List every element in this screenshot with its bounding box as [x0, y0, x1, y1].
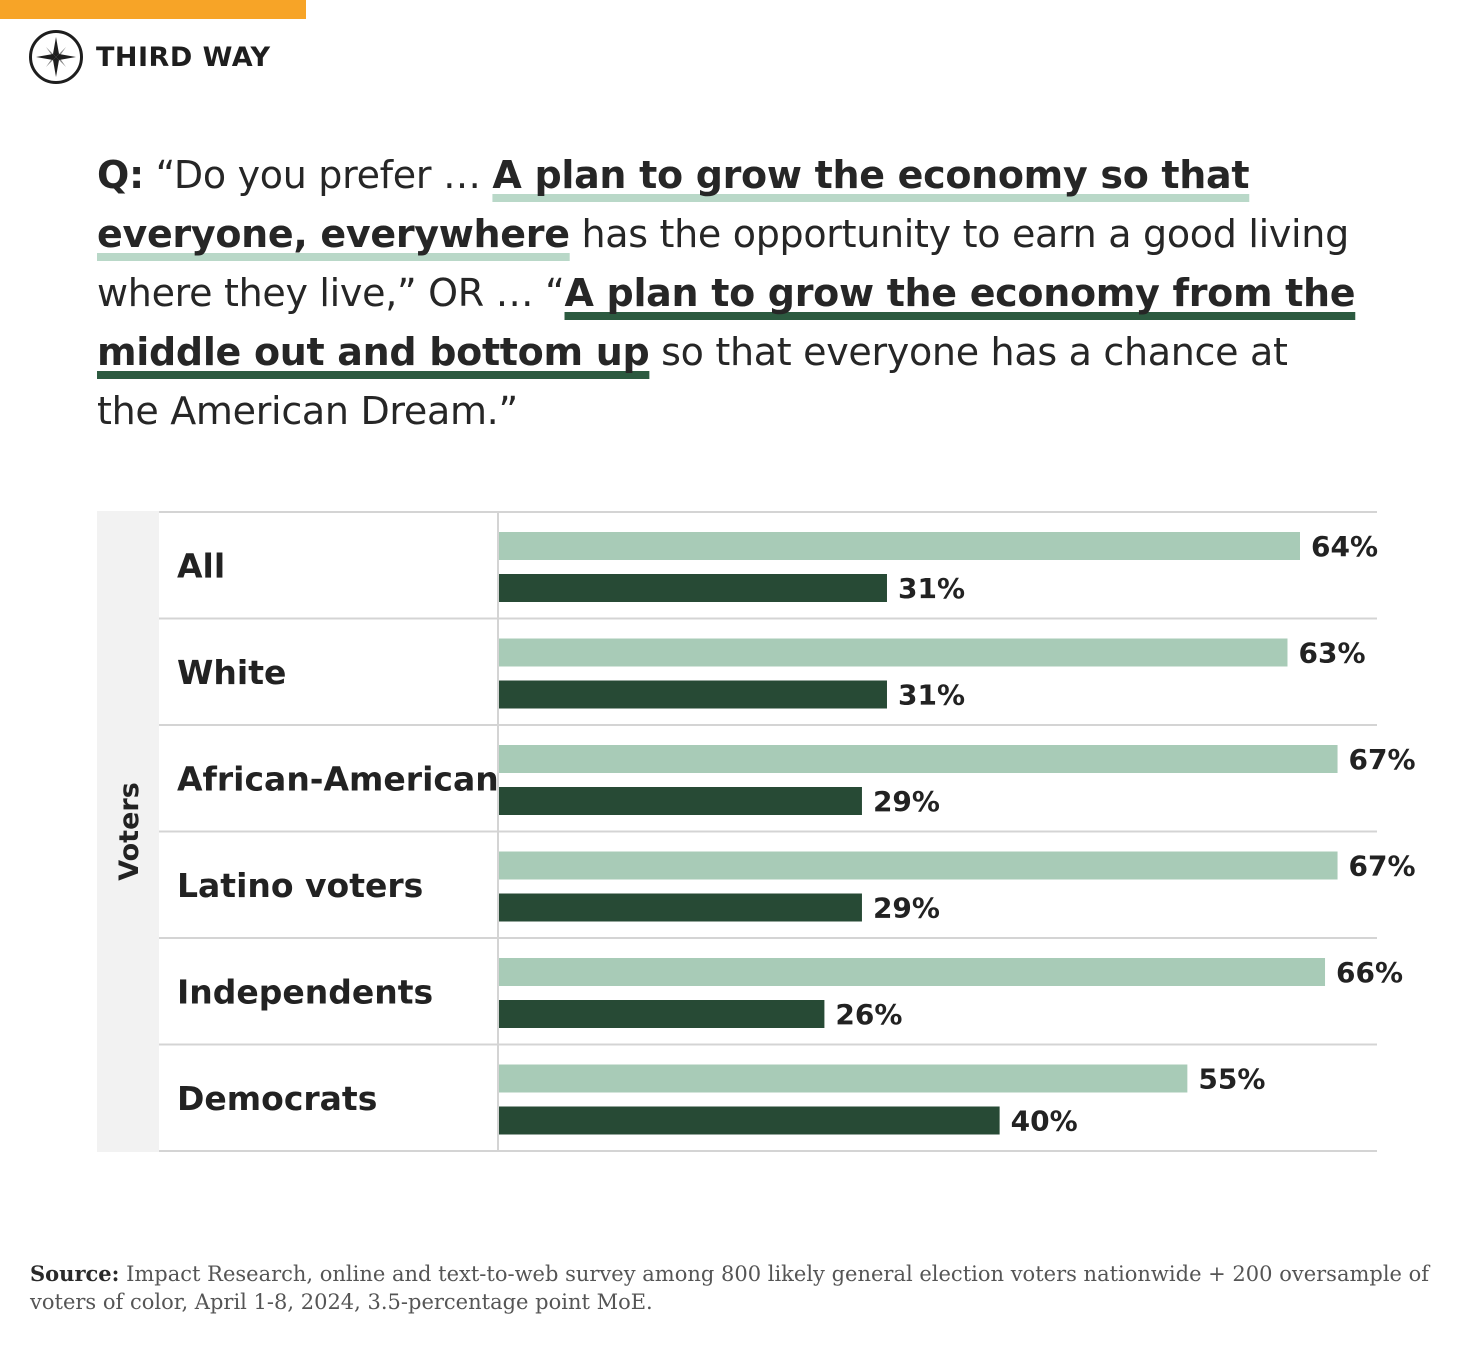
bar: [499, 1106, 1000, 1135]
option-a-text: A plan to grow the economy so that every…: [97, 153, 1250, 256]
category-label: African-American: [177, 759, 499, 798]
bar: [499, 745, 1338, 773]
data-label: 29%: [873, 892, 940, 925]
group-strip: [97, 511, 159, 1152]
data-label: 26%: [835, 998, 902, 1031]
bar: [499, 851, 1338, 880]
data-label: 67%: [1349, 743, 1416, 776]
source-note: Source: Impact Research, online and text…: [30, 1260, 1450, 1316]
category-label: White: [177, 653, 286, 692]
data-label: 31%: [898, 572, 965, 605]
source-label: Source:: [30, 1261, 120, 1286]
bar-chart-svg: Voters All 64% 31% White 63% 31% African-Americ…: [97, 511, 1416, 1152]
bar: [499, 680, 887, 709]
option-b-text: A plan to grow the economy from the midd…: [97, 271, 1356, 374]
data-label: 55%: [1198, 1063, 1265, 1096]
bar-chart: Voters All 64% 31% White 63% 31% African-Americ…: [97, 511, 1427, 1152]
group-label: Voters: [114, 782, 145, 881]
category-label: Democrats: [177, 1079, 377, 1118]
bar: [499, 893, 862, 922]
data-label: 67%: [1349, 850, 1416, 883]
category-label: Independents: [177, 972, 433, 1011]
bar: [499, 1064, 1188, 1093]
bar: [499, 787, 862, 815]
question-prefix: Q:: [97, 153, 144, 197]
bar: [499, 638, 1288, 667]
data-label: 66%: [1336, 956, 1403, 989]
question-text-part1: “Do you prefer …: [143, 153, 493, 197]
bar: [499, 532, 1300, 560]
data-label: 64%: [1311, 530, 1378, 563]
category-label: All: [177, 546, 225, 585]
bar: [499, 1000, 825, 1028]
brand-header: THIRD WAY: [28, 29, 271, 85]
source-text: Impact Research, online and text-to-web …: [30, 1262, 1430, 1314]
data-label: 40%: [1011, 1105, 1078, 1138]
data-label: 31%: [898, 679, 965, 712]
category-label: Latino voters: [177, 866, 423, 905]
data-label: 29%: [873, 785, 940, 818]
brand-accent-bar: [0, 0, 306, 19]
survey-question: Q: “Do you prefer … A plan to grow the e…: [97, 146, 1357, 441]
question-text-part2: has the opportunity to earn a good livin…: [97, 212, 1349, 315]
bar: [499, 958, 1326, 986]
bar: [499, 574, 887, 602]
question-text-part3: so that everyone has a chance at the Ame…: [97, 330, 1288, 433]
data-label: 63%: [1298, 637, 1365, 670]
brand-name: THIRD WAY: [96, 41, 271, 73]
compass-star-icon: [29, 30, 83, 84]
